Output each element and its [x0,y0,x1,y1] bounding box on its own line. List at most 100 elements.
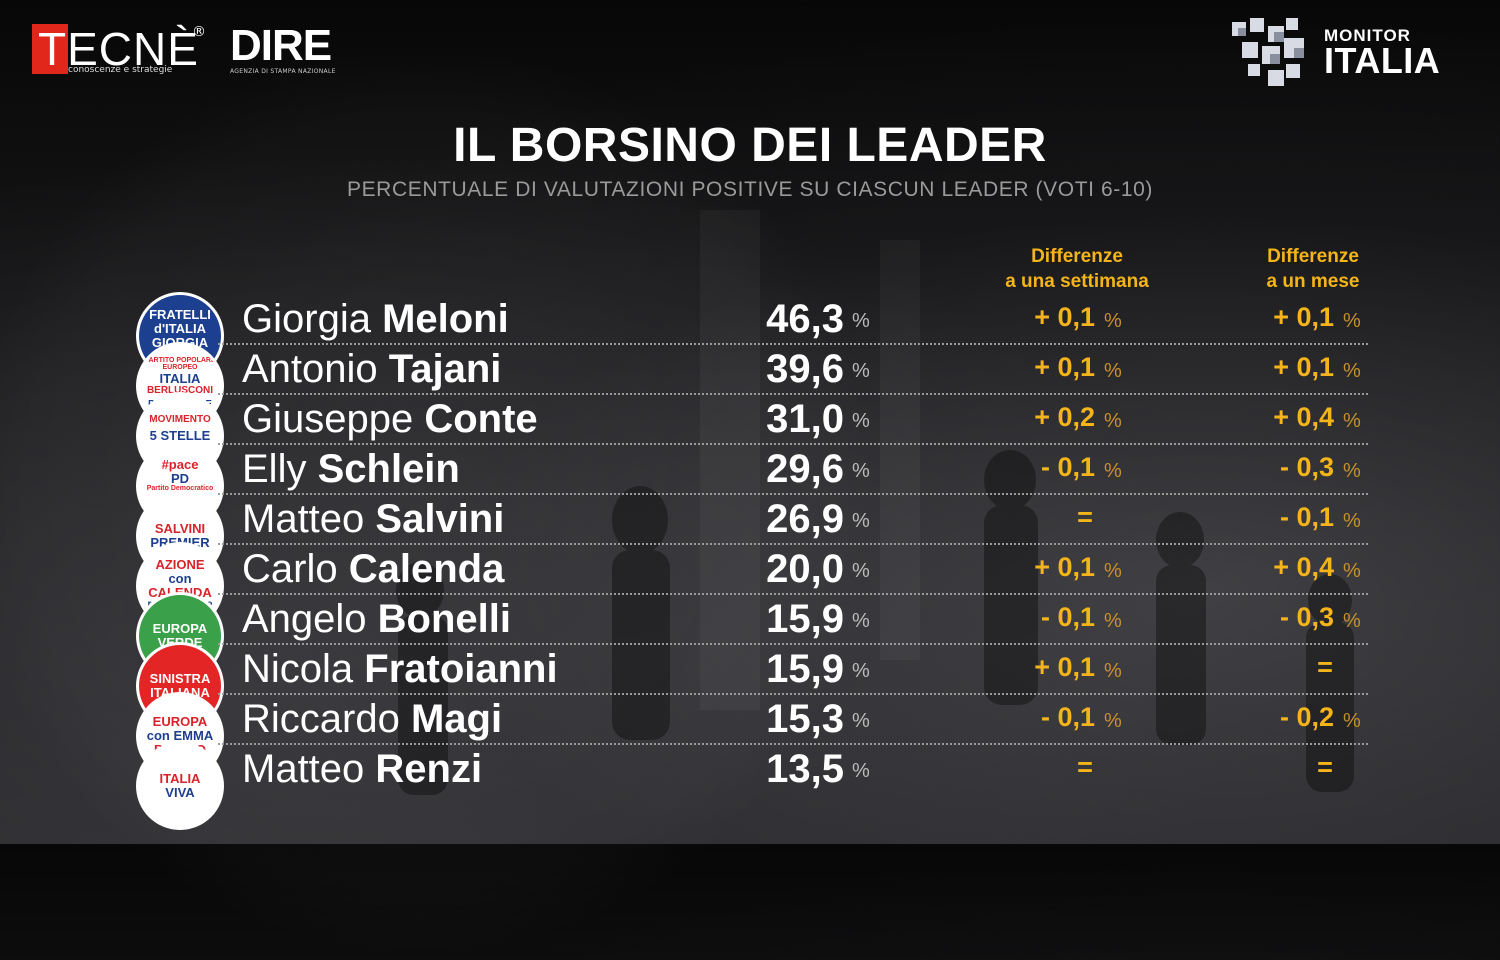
week-diff-percent: % [1104,660,1122,682]
row-separator [218,443,1368,445]
approval-value: 26,9 [766,497,844,541]
week-header-line2: a una settimana [1005,271,1149,292]
month-diff-percent: % [1343,610,1361,632]
registered-mark: ® [192,24,206,40]
leader-name: Matteo Renzi [242,746,482,792]
party-logo-text: 5 STELLE [149,428,211,443]
week-diff-value: + 0,1 [1034,352,1095,382]
week-header-line1: Differenze [1031,246,1123,267]
month-diff-value: = [1317,652,1333,682]
leader-last-name: Tajani [388,347,502,391]
party-logo-text: AZIONE [155,557,205,572]
month-diff-value: + 0,1 [1273,302,1334,332]
leader-name: Giorgia Meloni [242,296,509,342]
percent-sign: % [852,710,870,732]
party-logo-text: Partito Democratico [146,485,214,492]
table-row: PARTITO POPOLARE EUROPEO ITALIA BERLUSCONI… [0,342,1500,430]
week-diff-value: = [1077,752,1093,782]
leader-first-name: Matteo [242,497,376,541]
leader-last-name: Salvini [375,497,505,541]
party-logo-text: FRATELLI [149,307,211,322]
leader-last-name: Calenda [348,547,505,591]
week-diff-percent: % [1104,460,1122,482]
page-subtitle: PERCENTUALE DI VALUTAZIONI POSITIVE SU C… [346,178,1154,201]
week-diff-value: = [1077,502,1093,532]
week-diff-value: + 0,1 [1034,652,1095,682]
leader-name: Riccardo Magi [242,696,502,742]
month-diff-value: - 0,1 [1279,502,1334,532]
background-crowd-silhouettes [396,450,1354,795]
approval-value: 46,3 [766,297,844,341]
party-logo-text: MOVIMENTO [149,414,211,425]
party-logo-text: d'ITALIA [154,321,206,336]
month-header-line2: a un mese [1266,271,1360,292]
week-diff-header: Differenze a una settimana [976,244,1178,294]
party-logo-text: BERLUSCONI [146,385,214,396]
week-diff-value: - 0,1 [1040,452,1095,482]
month-diff-header: Differenze a un mese [1232,244,1394,294]
percent-sign: % [852,410,870,432]
leader-last-name: Magi [410,697,503,741]
leader-first-name: Carlo [242,547,349,591]
party-logo: ITALIA VIVA [136,742,224,830]
monitor-italia-logo: MONITOR ITALIA [1228,14,1468,94]
leader-name: Carlo Calenda [242,546,504,592]
party-logo-text: SALVINI [154,521,206,536]
month-diff-percent: % [1343,560,1361,582]
month-header-line1: Differenze [1267,246,1359,267]
row-separator [218,593,1368,595]
leader-last-name: Renzi [375,747,483,791]
month-diff-value: + 0,4 [1273,402,1334,432]
week-diff-percent: % [1104,560,1122,582]
approval-value: 13,5 [766,747,844,791]
approval-value: 39,6 [766,347,844,391]
leader-name: Antonio Tajani [242,346,501,392]
leader-first-name: Angelo [242,597,378,641]
tecne-red-block [32,24,68,74]
week-diff-percent: % [1104,360,1122,382]
party-logo-text: ITALIA [159,771,201,786]
week-diff-value: + 0,1 [1034,302,1095,332]
leader-first-name: Giuseppe [242,397,425,441]
week-diff-value: - 0,1 [1040,702,1095,732]
page-title: IL BORSINO DEI LEADER [453,119,1047,172]
week-diff-percent: % [1104,610,1122,632]
leader-first-name: Elly [242,447,318,491]
leader-name: Angelo Bonelli [242,596,511,642]
party-logo-text: SINISTRA [149,671,211,686]
row-separator [218,693,1368,695]
cube-cluster-icon [1232,18,1304,86]
party-logo-text: PARTITO POPOLARE EUROPEO [144,357,216,371]
party-logo-text: PD [170,471,190,486]
tecne-tagline: conoscenze e strategie [68,65,173,75]
row-separator [218,543,1368,545]
row-separator [218,493,1368,495]
month-diff-percent: % [1343,410,1361,432]
month-diff-value: + 0,4 [1273,552,1334,582]
party-logo-text: VIVA [165,785,195,800]
leader-last-name: Bonelli [377,597,512,641]
table-row: SINISTRAITALIANANicola Fratoianni15,9%+ … [0,642,1500,730]
leader-first-name: Antonio [242,347,389,391]
leader-first-name: Riccardo [242,697,411,741]
week-diff-percent: % [1104,310,1122,332]
month-diff-value: + 0,1 [1273,352,1334,382]
leader-last-name: Fratoianni [364,647,558,691]
party-logo-text: con [168,571,192,586]
leader-last-name: Conte [424,397,538,441]
leader-last-name: Meloni [382,297,509,341]
month-diff-percent: % [1343,710,1361,732]
percent-sign: % [852,760,870,782]
row-separator [218,393,1368,395]
month-diff-value: = [1317,752,1333,782]
party-logo-text: con EMMA [146,728,214,743]
dire-logo: DIRE AGENZIA DI STAMPA NAZIONALE [230,24,336,76]
party-logo-text: #pace [161,457,199,472]
leader-last-name: Schlein [317,447,460,491]
leader-first-name: Giorgia [242,297,383,341]
